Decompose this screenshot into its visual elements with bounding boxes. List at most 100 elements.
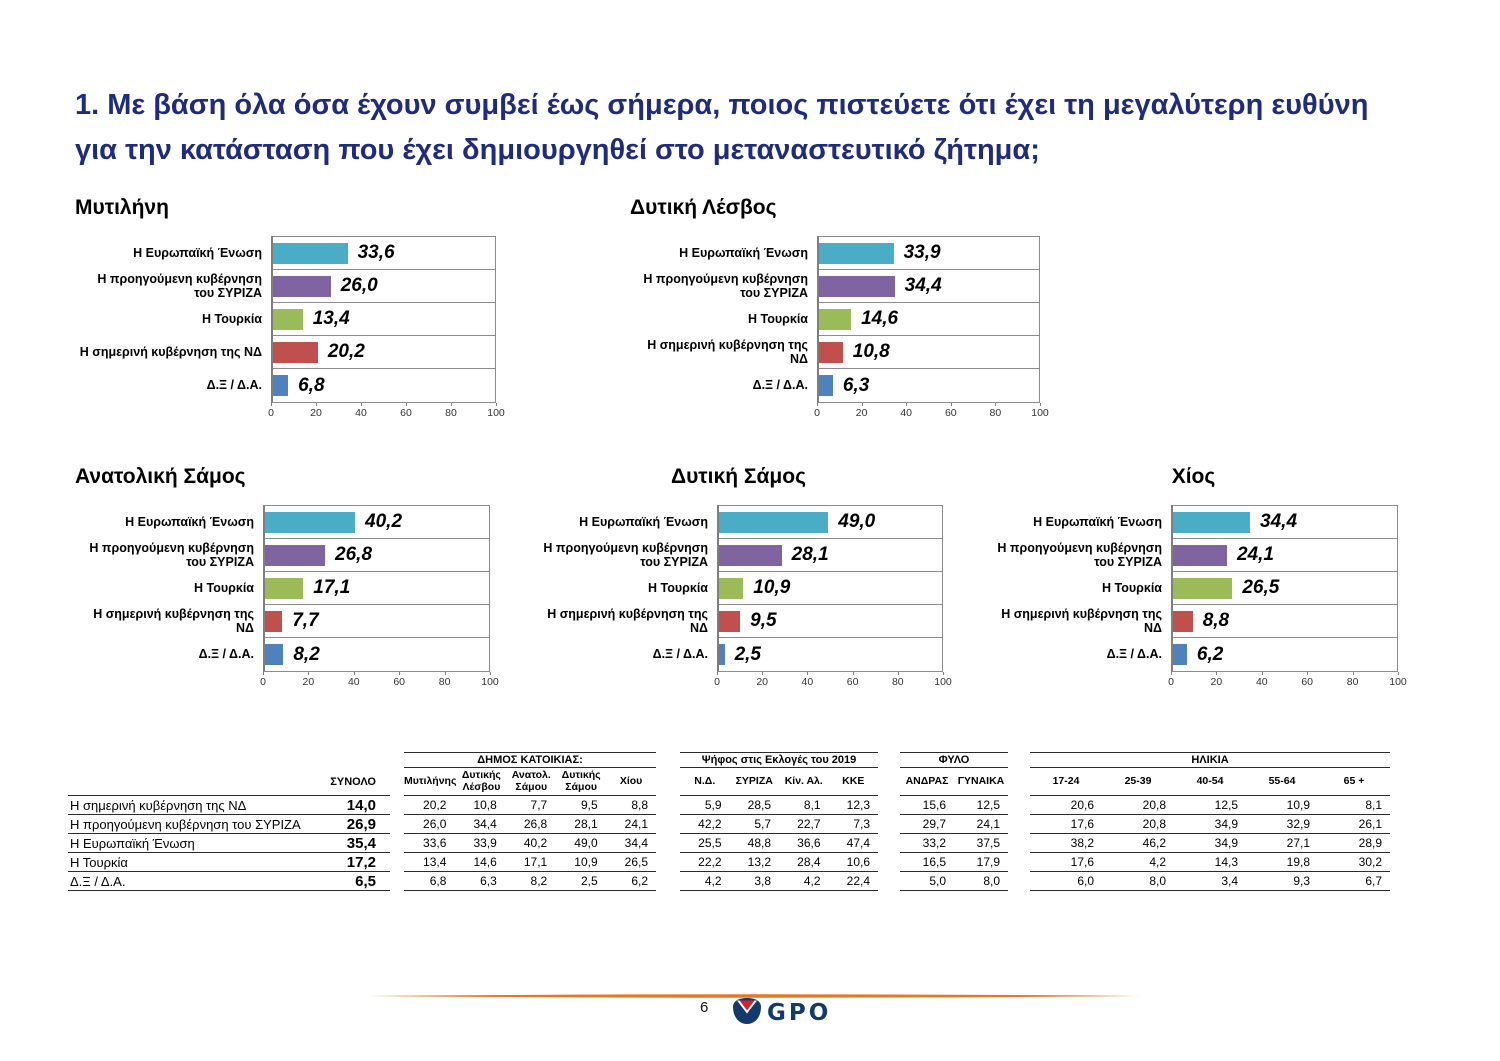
chart-title: Δυτική Λέσβος xyxy=(630,196,777,219)
table-cell: 36,6 xyxy=(797,836,821,850)
category-label: Η προηγούμενη κυβέρνηση του ΣΥΡΙΖΑ xyxy=(643,271,808,300)
column-header: Κίν. Αλ. xyxy=(784,774,823,787)
total-value: 35,4 xyxy=(346,834,376,852)
axis-tick-label: 40 xyxy=(900,407,913,419)
table-cell: 29,7 xyxy=(922,817,946,831)
table-cell: 17,1 xyxy=(523,855,548,869)
table-cell: 33,9 xyxy=(473,836,497,850)
table-cell: 26,1 xyxy=(1358,817,1382,831)
bar-chart-3: Ανατολική Σάμος Η Ευρωπαϊκή Ένωση Η προηγο… xyxy=(75,465,499,688)
table-row: 4,2 3,8 4,2 22,4 xyxy=(680,872,878,891)
table-row: 13,4 14,6 17,1 10,9 26,5 xyxy=(404,853,656,872)
bar xyxy=(273,242,348,264)
category-label: Δ.Ξ / Δ.Α. xyxy=(1106,646,1162,661)
bar xyxy=(265,644,284,665)
group-title: ΦΥΛΟ xyxy=(900,752,1008,768)
category-label: Δ.Ξ / Δ.Α. xyxy=(752,377,808,392)
axis-tick-label: 0 xyxy=(260,676,266,688)
column-header: Ανατολ. Σάμου xyxy=(511,768,551,793)
bar-chart-2: Δυτική Λέσβος Η Ευρωπαϊκή Ένωση Η προηγούμ… xyxy=(630,196,1049,419)
axis-tick-label: 0 xyxy=(268,407,274,419)
column-header: ΣΥΡΙΖΑ xyxy=(735,774,773,787)
table-cell: 37,5 xyxy=(976,836,1000,850)
axis-tick-label: 80 xyxy=(989,407,1002,419)
axis-tick-label: 100 xyxy=(487,407,505,419)
table-row: 6,0 8,0 3,4 9,3 6,7 xyxy=(1030,872,1390,891)
plot-area: 49,0 28,1 10,9 9,5 2,5 xyxy=(717,505,943,672)
bar xyxy=(719,544,782,566)
table-cell: 28,9 xyxy=(1358,836,1382,850)
table-cell: 8,1 xyxy=(1365,798,1382,812)
bar-value-label: 2,5 xyxy=(734,643,761,665)
column-header: Μυτιλήνης xyxy=(404,774,457,787)
axis-tick-label: 80 xyxy=(891,676,904,688)
chart-title: Δυτική Σάμος xyxy=(670,465,806,488)
table-cell: 3,4 xyxy=(1221,874,1238,888)
table-cell: 47,4 xyxy=(846,836,870,850)
category-label: Η προηγούμενη κυβέρνηση του ΣΥΡΙΖΑ xyxy=(97,271,262,300)
axis-tick-label: 60 xyxy=(944,407,957,419)
table-cell: 34,9 xyxy=(1214,817,1238,831)
table-row: 33,6 33,9 40,2 49,0 34,4 xyxy=(404,834,656,853)
column-header: 17-24 xyxy=(1052,774,1080,787)
table-cell: 28,4 xyxy=(797,855,821,869)
category-label: Η Τουρκία xyxy=(1102,580,1162,595)
category-label: Η Τουρκία xyxy=(202,311,262,326)
category-label: Η προηγούμενη κυβέρνηση του ΣΥΡΙΖΑ xyxy=(543,540,708,569)
table-cell: 42,2 xyxy=(698,817,722,831)
table-cell: 40,2 xyxy=(523,836,548,850)
table-cell: 5,0 xyxy=(929,874,946,888)
table-row: 33,2 37,5 xyxy=(900,834,1008,853)
table-cell: 13,2 xyxy=(747,855,771,869)
axis-tick-label: 80 xyxy=(445,407,457,419)
row-label: Η προηγούμενη κυβέρνηση του ΣΥΡΙΖΑ xyxy=(70,816,301,832)
table-cell: 8,2 xyxy=(530,874,548,888)
table-cell: 13,4 xyxy=(423,855,447,869)
table-cell: 24,1 xyxy=(624,817,649,831)
bar-value-label: 33,6 xyxy=(357,242,395,263)
table-row: 5,9 28,5 8,1 12,3 xyxy=(680,796,878,815)
bar xyxy=(819,341,843,363)
table-cell: 27,1 xyxy=(1286,836,1310,850)
table-cell: 9,3 xyxy=(1293,874,1310,888)
bar xyxy=(1173,610,1193,632)
page-number: 6 xyxy=(700,999,709,1016)
table-row: 20,2 10,8 7,7 9,5 8,8 xyxy=(404,796,656,815)
table-cell: 5,9 xyxy=(704,798,722,812)
table-labels-block: ΣΥΝΟΛΟ Η σημερινή κυβέρνηση της ΝΔ 14,0 Η π… xyxy=(68,752,390,891)
bar-value-label: 8,8 xyxy=(1202,610,1230,631)
axis-tick-label: 100 xyxy=(1389,676,1407,688)
table-cell: 32,9 xyxy=(1286,817,1310,831)
bar-value-label: 34,4 xyxy=(1260,511,1298,532)
table-cell: 24,1 xyxy=(976,817,1000,831)
category-label: Δ.Ξ / Δ.Α. xyxy=(206,377,262,392)
bar xyxy=(273,275,331,297)
table-cell: 8,1 xyxy=(803,798,821,812)
axis-tick-label: 80 xyxy=(438,676,451,688)
bar-value-label: 24,1 xyxy=(1236,544,1274,565)
table-cell: 49,0 xyxy=(574,836,598,850)
bar-value-label: 10,8 xyxy=(852,341,890,362)
category-label: Η σημερινή κυβέρνηση της ΝΔ xyxy=(547,606,708,635)
axis-tick-label: 20 xyxy=(756,676,769,688)
category-label: Η προηγούμενη κυβέρνηση του ΣΥΡΙΖΑ xyxy=(997,540,1162,569)
row-label: Η Τουρκία xyxy=(70,854,128,870)
bar xyxy=(273,341,318,363)
table-cell: 10,9 xyxy=(1286,798,1310,812)
table-cell: 14,6 xyxy=(473,855,497,869)
table-cell: 20,8 xyxy=(1142,798,1166,812)
category-label: Η Ευρωπαϊκή Ένωση xyxy=(125,514,254,529)
total-value: 26,9 xyxy=(346,815,376,833)
table-cell: 34,9 xyxy=(1214,836,1238,850)
table-cell: 9,5 xyxy=(580,798,598,812)
x-axis: 0 20 40 60 80 100 xyxy=(268,403,505,419)
table-cell: 20,8 xyxy=(1142,817,1166,831)
axis-tick-label: 0 xyxy=(1168,676,1174,688)
table-cell: 30,2 xyxy=(1358,855,1382,869)
table-row: 5,0 8,0 xyxy=(900,872,1008,891)
column-header: ΚΚΕ xyxy=(842,774,865,787)
table-cell: 10,8 xyxy=(473,798,497,812)
table-cell: 12,5 xyxy=(1214,798,1238,812)
axis-tick-label: 40 xyxy=(355,407,367,419)
gpo-emblem-v-icon xyxy=(739,1000,755,1011)
